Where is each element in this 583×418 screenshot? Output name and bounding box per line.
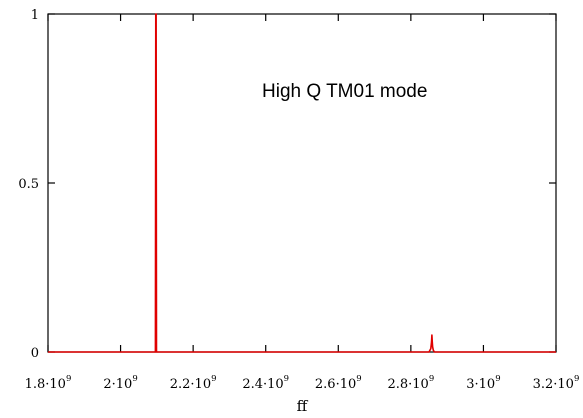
series-line <box>48 13 556 353</box>
x-tick-mantissa: 2.6·10 <box>315 377 356 392</box>
x-tick-exponent: 9 <box>356 374 361 384</box>
x-tick-label: 3.2·109 <box>533 374 580 392</box>
x-tick-exponent: 9 <box>132 374 137 384</box>
y-tick-label: 0 <box>31 346 39 361</box>
x-tick-label: 2.6·109 <box>315 374 362 392</box>
y-tick-label: 0.5 <box>18 177 39 192</box>
x-tick-exponent: 9 <box>284 374 289 384</box>
y-tick-label: 1 <box>31 8 39 23</box>
x-tick-label: 2.4·109 <box>242 374 289 392</box>
x-tick-exponent: 9 <box>495 374 500 384</box>
annotation-label: High Q TM01 mode <box>262 81 427 102</box>
x-tick-mantissa: 2.8·10 <box>387 377 428 392</box>
x-tick-label: 2·109 <box>103 374 137 392</box>
x-tick-exponent: 9 <box>574 374 579 384</box>
x-tick-mantissa: 3·10 <box>466 377 495 392</box>
x-tick-exponent: 9 <box>211 374 216 384</box>
x-tick-exponent: 9 <box>66 374 71 384</box>
tick-marks <box>47 13 557 353</box>
x-tick-mantissa: 2.2·10 <box>170 377 211 392</box>
x-tick-label: 2.8·109 <box>387 374 434 392</box>
x-tick-mantissa: 1.8·10 <box>25 377 66 392</box>
x-tick-label: 2.2·109 <box>170 374 217 392</box>
x-tick-labels: 1.8·109 2·109 2.2·109 2.4·109 2.6·109 2.8·109… <box>25 374 580 392</box>
y-tick-labels: 00.51 <box>18 8 39 361</box>
x-tick-mantissa: 3.2·10 <box>533 377 574 392</box>
x-tick-exponent: 9 <box>429 374 434 384</box>
x-tick-mantissa: 2·10 <box>103 377 132 392</box>
series-group <box>48 13 556 353</box>
x-tick-label: 1.8·109 <box>25 374 72 392</box>
x-tick-label: 3·109 <box>466 374 500 392</box>
plot-frame <box>47 13 557 353</box>
x-axis-label: ff <box>297 397 309 415</box>
x-tick-mantissa: 2.4·10 <box>242 377 283 392</box>
